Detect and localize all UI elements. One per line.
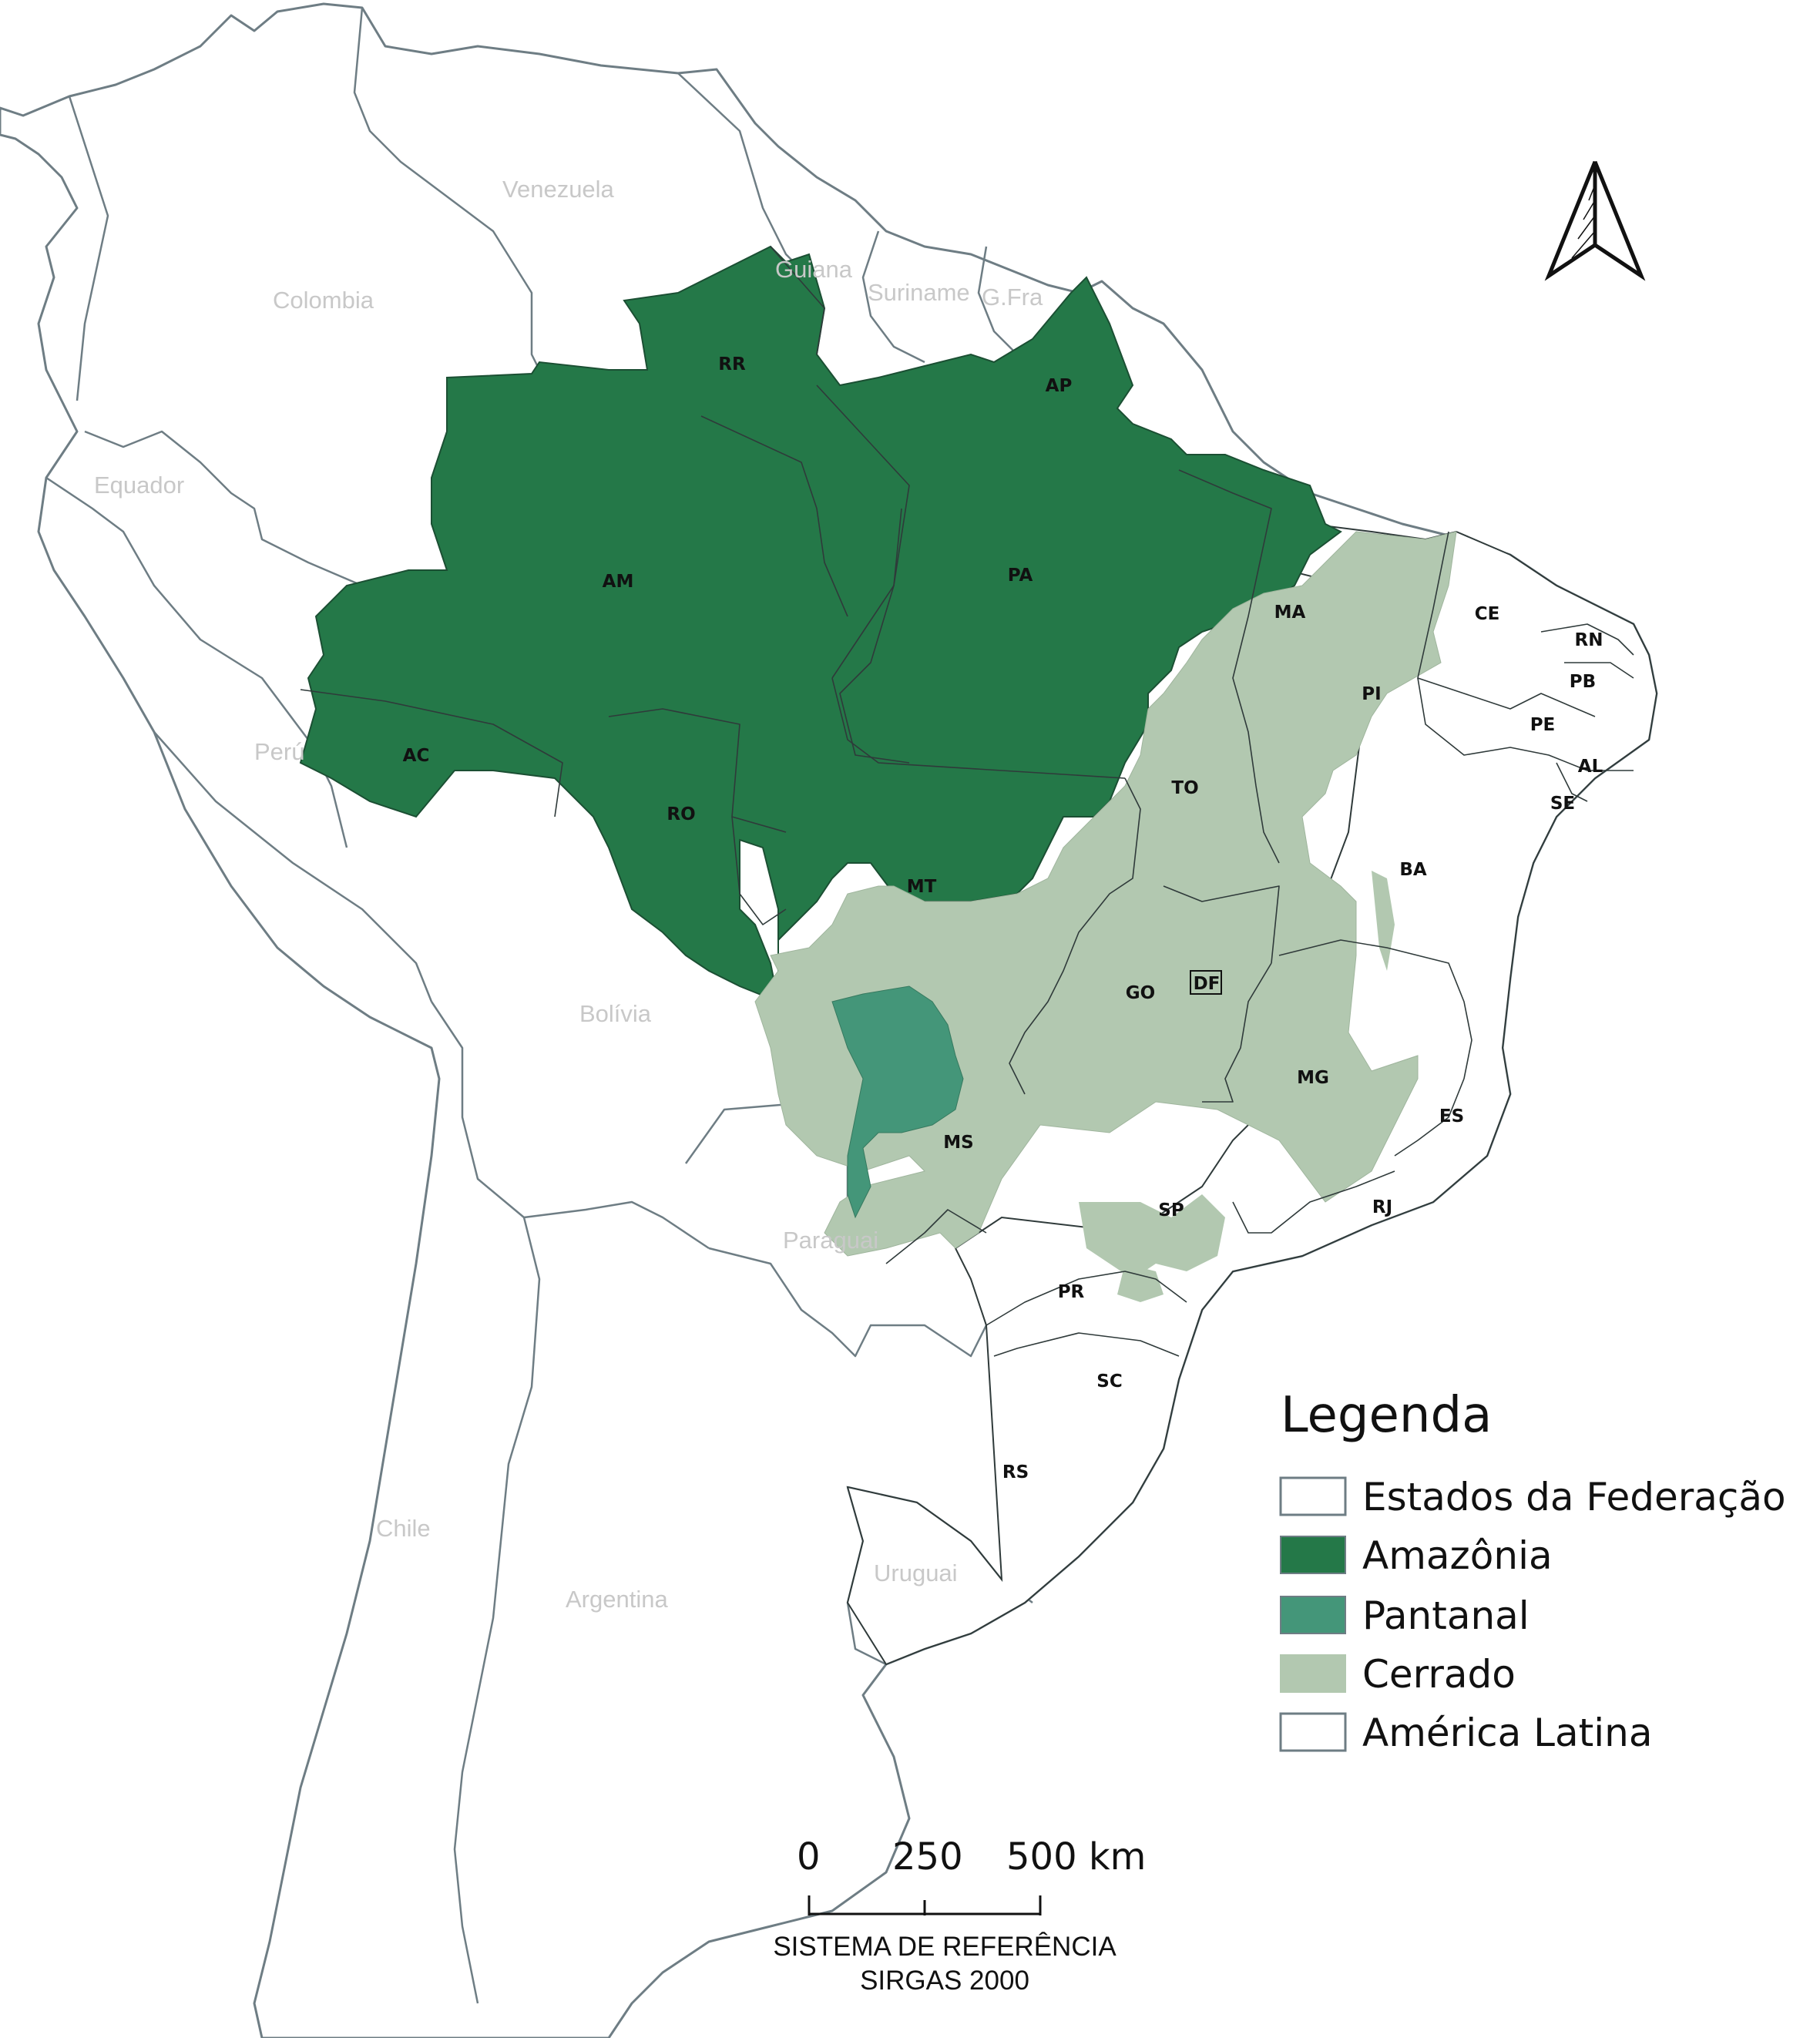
state-label-ro: RO: [667, 804, 695, 824]
state-label-pr: PR: [1058, 1282, 1085, 1302]
state-label-es: ES: [1439, 1106, 1464, 1126]
country-label-peru: Perú: [254, 738, 304, 765]
legend-title: Legenda: [1281, 1387, 1492, 1444]
state-label-to: TO: [1171, 778, 1198, 798]
state-label-ba: BA: [1399, 860, 1427, 880]
state-label-al: AL: [1578, 757, 1603, 777]
country-label-gfra: G.Fra: [982, 284, 1043, 311]
legend-label-estados: Estados da Federação: [1362, 1475, 1786, 1519]
country-label-colombia: Colombia: [273, 287, 374, 314]
state-label-ap: AP: [1046, 376, 1073, 396]
crs-line-1: SISTEMA DE REFERÊNCIA: [773, 1932, 1117, 1962]
legend-swatch-estados: [1279, 1476, 1347, 1516]
cerrado-patch-ba: [1372, 871, 1395, 971]
pantanal-region: [831, 985, 964, 1219]
scale-tick-250: 250: [892, 1835, 963, 1879]
cerrado-patch-pr: [1117, 1264, 1164, 1302]
legend-swatch-amazonia: [1280, 1536, 1346, 1574]
state-label-ma: MA: [1274, 603, 1306, 623]
scale-bar: 0 250 500 km: [797, 1835, 1146, 1915]
state-label-pa: PA: [1008, 566, 1033, 586]
legend-swatch-america-latina: [1279, 1712, 1347, 1752]
state-label-ce: CE: [1475, 604, 1500, 624]
state-label-sc: SC: [1096, 1372, 1122, 1392]
legend-label-amazonia: Amazônia: [1362, 1533, 1553, 1578]
legend-label-pantanal: Pantanal: [1362, 1593, 1530, 1638]
country-label-suriname: Suriname: [868, 279, 970, 306]
state-label-rr: RR: [718, 354, 746, 374]
state-label-mt: MT: [907, 877, 937, 897]
north-arrow-icon: [1544, 161, 1646, 281]
country-label-bolivia: Bolívia: [579, 1000, 652, 1027]
state-label-rj: RJ: [1372, 1197, 1392, 1217]
country-label-guiana: Guiana: [775, 256, 853, 283]
legend-label-america-latina: América Latina: [1362, 1711, 1652, 1755]
state-label-go: GO: [1126, 983, 1155, 1003]
country-label-uruguai: Uruguai: [874, 1560, 958, 1586]
cerrado-patch-sp: [1079, 1194, 1225, 1279]
state-labels: RR AP AM PA MA CE RN PB PE AL SE PI AC R…: [403, 354, 1603, 1482]
country-label-equador: Equador: [94, 472, 184, 499]
state-label-df: DF: [1194, 974, 1221, 994]
scale-tick-0: 0: [797, 1835, 821, 1879]
country-label-chile: Chile: [376, 1515, 431, 1542]
state-label-ms: MS: [943, 1133, 973, 1153]
state-borders: [300, 246, 1634, 1357]
state-label-pb: PB: [1570, 672, 1596, 692]
state-label-am: AM: [603, 572, 634, 592]
state-label-sp: SP: [1158, 1200, 1184, 1220]
legend: Legenda Estados da Federação Amazônia Pa…: [1279, 1387, 1786, 1755]
crs-label: SISTEMA DE REFERÊNCIA SIRGAS 2000: [773, 1932, 1117, 1996]
state-label-rn: RN: [1575, 630, 1603, 650]
crs-line-2: SIRGAS 2000: [860, 1966, 1029, 1996]
country-label-venezuela: Venezuela: [502, 176, 615, 203]
country-label-argentina: Argentina: [566, 1586, 668, 1613]
country-label-paraguai: Paraguai: [783, 1227, 878, 1254]
state-label-pi: PI: [1362, 684, 1381, 704]
state-label-rs: RS: [1002, 1462, 1029, 1482]
legend-swatch-pantanal: [1280, 1596, 1346, 1634]
legend-label-cerrado: Cerrado: [1362, 1652, 1516, 1697]
state-label-ac: AC: [403, 746, 430, 766]
state-label-pe: PE: [1530, 715, 1556, 735]
legend-swatch-cerrado: [1280, 1654, 1346, 1693]
state-label-mg: MG: [1297, 1068, 1329, 1088]
state-label-se: SE: [1550, 794, 1575, 814]
scale-tick-500: 500 km: [1006, 1835, 1146, 1879]
country-labels: Venezuela Colombia Guiana Suriname G.Fra…: [94, 176, 1043, 1613]
